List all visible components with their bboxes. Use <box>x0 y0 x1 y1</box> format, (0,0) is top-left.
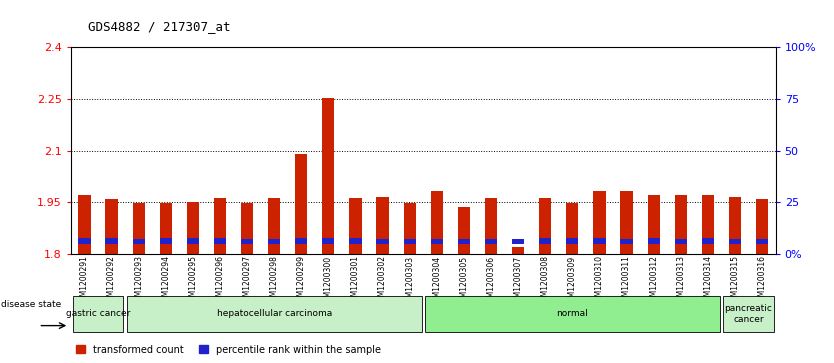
Bar <box>404 239 416 244</box>
Text: disease state: disease state <box>1 301 61 309</box>
Bar <box>458 239 470 244</box>
Bar <box>376 197 389 254</box>
Bar <box>159 237 172 244</box>
Bar <box>647 195 660 254</box>
Bar <box>322 98 334 254</box>
Bar <box>241 203 254 254</box>
Bar <box>566 237 579 244</box>
Bar <box>729 239 741 244</box>
Bar <box>214 198 226 254</box>
Bar <box>485 239 497 244</box>
Bar <box>593 237 605 244</box>
Bar <box>675 196 687 254</box>
Bar <box>295 154 308 254</box>
Text: gastric cancer: gastric cancer <box>66 310 130 318</box>
Bar <box>647 237 660 244</box>
Bar <box>268 198 280 254</box>
Bar <box>133 203 145 254</box>
Bar <box>729 197 741 254</box>
Bar <box>512 239 525 244</box>
Bar <box>701 195 714 254</box>
Bar <box>756 199 768 254</box>
Bar <box>376 239 389 244</box>
Bar <box>756 239 768 244</box>
Text: normal: normal <box>556 310 588 318</box>
Bar <box>512 247 525 254</box>
Bar <box>349 198 362 254</box>
Bar <box>105 199 118 254</box>
Bar <box>105 237 118 244</box>
Text: hepatocellular carcinoma: hepatocellular carcinoma <box>217 310 332 318</box>
Bar <box>78 237 91 244</box>
Bar <box>566 203 579 254</box>
Bar <box>214 237 226 244</box>
Bar <box>458 207 470 254</box>
Bar <box>78 196 91 254</box>
Bar <box>159 203 172 254</box>
Bar <box>620 191 633 254</box>
Bar <box>430 191 443 254</box>
Bar <box>593 191 605 254</box>
Bar <box>430 239 443 244</box>
Bar <box>620 239 633 244</box>
Legend: transformed count, percentile rank within the sample: transformed count, percentile rank withi… <box>76 344 381 355</box>
Text: pancreatic
cancer: pancreatic cancer <box>725 304 772 324</box>
Bar <box>404 203 416 254</box>
Bar <box>268 239 280 244</box>
Bar <box>539 198 551 254</box>
Bar <box>133 239 145 244</box>
Bar <box>349 237 362 244</box>
Bar <box>295 237 308 244</box>
Bar <box>485 198 497 254</box>
Bar <box>322 237 334 244</box>
Bar <box>187 237 199 244</box>
Bar <box>241 239 254 244</box>
Bar <box>675 239 687 244</box>
Bar <box>701 237 714 244</box>
Text: GDS4882 / 217307_at: GDS4882 / 217307_at <box>88 20 230 33</box>
Bar <box>187 202 199 254</box>
Bar <box>539 237 551 244</box>
